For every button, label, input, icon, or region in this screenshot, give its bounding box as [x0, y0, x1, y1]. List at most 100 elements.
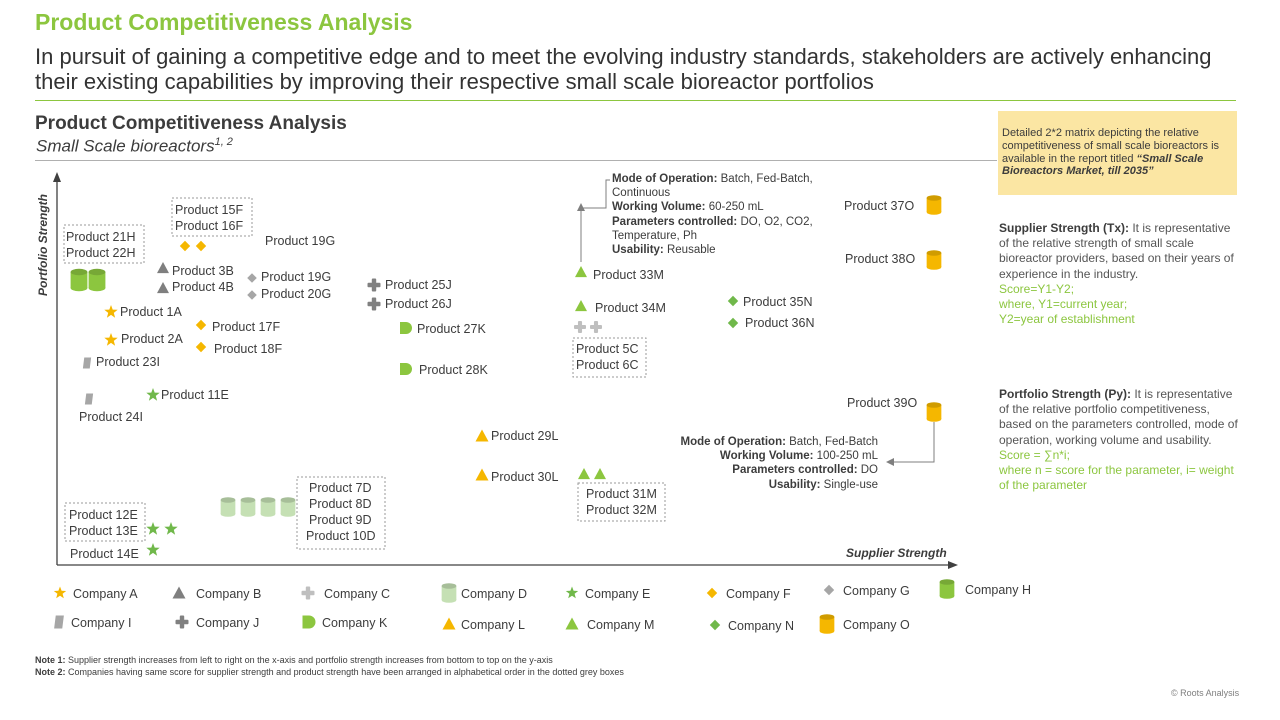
supplier-formula-y2: Y2=year of establishment: [999, 312, 1135, 327]
legend-label-company-o: Company O: [843, 618, 910, 632]
point-label-product-13e-23: Product 13E: [69, 524, 138, 538]
point-label-product-17f-11: Product 17F: [212, 320, 280, 334]
portfolio-formula: Score = ∑n*i;: [999, 447, 1070, 462]
point-label-product-18f-12: Product 18F: [214, 342, 282, 356]
point-label-product-29l-20: Product 29L: [491, 429, 558, 443]
point-label-product-27k-18: Product 27K: [417, 322, 486, 336]
marker-product-7d-25-3: [280, 497, 296, 517]
legend-marker-company-j: [175, 615, 189, 629]
point-label-product-1a-9: Product 1A: [120, 305, 183, 319]
legend-label-company-b: Company B: [196, 587, 261, 601]
header-divider: [35, 100, 1236, 101]
callout-top-params-value: DO, O2, CO2, Temperature, Ph: [612, 215, 813, 242]
legend-label-company-j: Company J: [196, 616, 259, 630]
legend-marker-company-i: [54, 615, 64, 629]
marker-product-18f-12-0: [195, 341, 207, 353]
point-label-product-30l-21: Product 30L: [491, 470, 558, 484]
legend-label-company-l: Company L: [461, 618, 525, 632]
point-label-product-22h-1: Product 22H: [66, 246, 135, 260]
callout-bottom-params-label: Parameters controlled:: [732, 464, 858, 477]
supplier-strength-text: It is representative of the relative str…: [999, 221, 1234, 281]
point-label-product-36n-36: Product 36N: [745, 316, 814, 330]
marker-product-12e-22-0: [146, 522, 160, 535]
marker-product-35n-35-0: [727, 295, 739, 307]
marker-product-17f-11-0: [195, 319, 207, 331]
footnote-1: Note 1: Supplier strength increases from…: [35, 655, 553, 665]
legend-marker-company-n: [709, 619, 721, 631]
legend-marker-company-o: [819, 614, 835, 634]
point-label-product-24i-14: Product 24I: [79, 410, 143, 424]
legend-marker-company-m: [565, 617, 579, 630]
marker-product-1a-9-0: [104, 305, 118, 318]
supplier-formula-where: where, Y1=current year;: [999, 297, 1128, 312]
marker-product-5c-31-0: [574, 321, 586, 333]
supplier-formula: Score=Y1-Y2;: [999, 281, 1075, 296]
marker-product-31m-33-1: [594, 468, 606, 480]
chart-subtitle-text: Small Scale bioreactors: [36, 136, 215, 156]
portfolio-formula-where: where n = score for the parameter, i= we…: [999, 463, 1234, 493]
callout-top-mode-value: Batch, Fed-Batch, Continuous: [612, 173, 813, 200]
callout-top-volume-value: 60-250 mL: [708, 201, 764, 214]
legend-label-company-g: Company G: [843, 584, 910, 598]
callout-bottom-usability-value: Single-use: [823, 478, 878, 491]
marker-product-11e-15-0: [146, 388, 160, 401]
callout-top-connector-arrow: [577, 203, 585, 211]
marker-product-39o-39-0: [926, 402, 942, 422]
group-box-15f-16f: [171, 197, 253, 237]
callout-bottom-mode-label: Mode of Operation:: [680, 436, 786, 448]
point-label-product-4b-6: Product 4B: [172, 280, 234, 294]
marker-product-21h-0-0: [70, 268, 88, 292]
legend-marker-company-c: [301, 586, 315, 600]
group-box-5c-6c: [572, 337, 647, 378]
point-label-product-19g-4: Product 19G: [265, 234, 335, 248]
marker-product-20g-8-0: [247, 290, 257, 300]
point-label-product-8d-26: Product 8D: [309, 497, 372, 511]
marker-product-5c-31-1: [590, 321, 602, 333]
marker-product-7d-25-1: [240, 497, 256, 517]
point-label-product-15f-2: Product 15F: [175, 203, 243, 217]
y-axis-label: Portfolio Strength: [36, 194, 50, 296]
x-axis-label: Supplier Strength: [846, 546, 947, 560]
y-axis-arrow: [53, 172, 61, 182]
point-label-product-7d-25: Product 7D: [309, 481, 372, 495]
legend-label-company-d: Company D: [461, 587, 527, 601]
callout-bottom-mode-value: Batch, Fed-Batch: [789, 436, 878, 448]
point-label-product-25j-16: Product 25J: [385, 278, 452, 292]
legend-label-company-i: Company I: [71, 616, 131, 630]
point-label-product-34m-30: Product 34M: [595, 301, 666, 315]
callout-bottom-usability-label: Usability:: [768, 478, 821, 491]
point-label-product-26j-17: Product 26J: [385, 297, 452, 311]
callout-top-usability-label: Usability:: [612, 244, 664, 257]
marker-product-21h-0-1: [88, 268, 106, 292]
group-box-21h-22h: [63, 224, 145, 264]
page-title: Product Competitiveness Analysis: [35, 9, 413, 35]
footnote-2-label: Note 2:: [35, 667, 66, 677]
marker-product-34m-30-0: [575, 300, 587, 312]
portfolio-strength-text: It is representative of the relative por…: [999, 387, 1238, 447]
point-label-product-21h-0: Product 21H: [66, 230, 135, 244]
point-label-product-32m-34: Product 32M: [586, 503, 657, 517]
footnote-2-text: Companies having same score for supplier…: [68, 667, 624, 677]
marker-product-7d-25-2: [260, 497, 276, 517]
point-label-product-16f-3: Product 16F: [175, 219, 243, 233]
legend-marker-company-h: [939, 579, 955, 599]
x-axis-arrow: [948, 561, 958, 569]
point-label-product-6c-32: Product 6C: [576, 358, 639, 372]
legend-label-company-c: Company C: [324, 587, 390, 601]
point-label-product-38o-38: Product 38O: [845, 252, 915, 266]
legend-marker-company-g: [823, 584, 835, 596]
point-label-product-12e-22: Product 12E: [69, 508, 138, 522]
callout-bottom-volume-label: Working Volume:: [719, 450, 814, 463]
callout-bottom-connector-arrow: [886, 458, 894, 466]
marker-product-38o-38-0: [926, 250, 942, 270]
legend-marker-company-b: [172, 586, 186, 599]
marker-product-36n-36-0: [727, 317, 739, 329]
marker-product-28k-19-0: [400, 363, 412, 375]
point-label-product-5c-31: Product 5C: [576, 342, 639, 356]
legend-marker-company-k: [302, 615, 316, 629]
marker-product-14e-24-0: [146, 543, 160, 556]
legend-label-company-n: Company N: [728, 619, 794, 633]
marker-product-31m-33-0: [578, 468, 590, 480]
point-label-product-33m-29: Product 33M: [593, 268, 664, 282]
